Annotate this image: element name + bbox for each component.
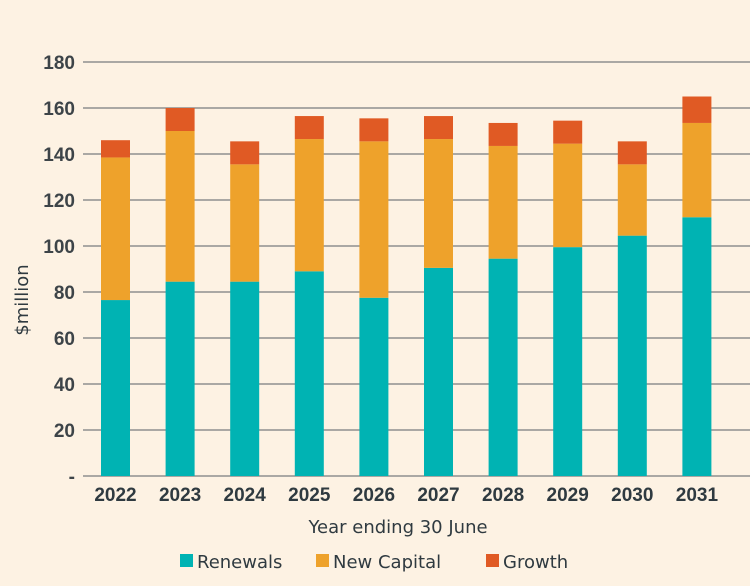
bar-growth-2026: [359, 118, 389, 142]
y-tick-label: 60: [54, 329, 75, 350]
bar-new-capital-2031: [682, 122, 712, 218]
bar-growth-2022: [101, 140, 130, 158]
bar-new-capital-2029: [553, 143, 583, 248]
bar-renewals-2028: [488, 258, 518, 476]
bar-growth-2024: [230, 141, 260, 165]
y-tick-label: 20: [54, 421, 75, 442]
bar-renewals-2030: [617, 235, 647, 476]
bar-growth-2030: [617, 141, 647, 165]
bar-growth-2023: [165, 108, 195, 131]
bar-renewals-2026: [359, 297, 389, 476]
y-tick-label: 180: [43, 53, 75, 74]
y-tick-label: 40: [54, 375, 75, 396]
bar-renewals-2029: [553, 247, 583, 476]
y-tick-label: 80: [54, 283, 75, 304]
y-axis-label: $million: [12, 264, 33, 335]
bar-new-capital-2025: [294, 139, 324, 272]
bar-new-capital-2026: [359, 141, 389, 298]
legend-label: Renewals: [197, 552, 282, 573]
bar-new-capital-2022: [101, 157, 130, 301]
bar-renewals-2031: [682, 217, 712, 476]
x-tick-label: 2025: [288, 485, 331, 506]
bar-growth-2029: [553, 120, 583, 144]
x-tick-label: 2029: [547, 485, 589, 506]
bar-new-capital-2027: [424, 139, 453, 268]
bar-renewals-2023: [165, 281, 195, 476]
y-tick-label: 120: [43, 191, 75, 212]
y-tick-label: 140: [43, 145, 75, 166]
legend-swatch: [180, 554, 193, 567]
bar-growth-2031: [682, 96, 712, 123]
legend-label: New Capital: [333, 552, 441, 573]
bar-growth-2028: [488, 122, 518, 146]
x-tick-label: 2026: [353, 485, 395, 506]
x-tick-label: 2024: [224, 485, 267, 506]
bar-renewals-2025: [294, 271, 324, 476]
bar-growth-2025: [294, 116, 324, 140]
y-tick-label: 160: [43, 99, 75, 120]
bar-new-capital-2023: [165, 131, 195, 282]
bar-new-capital-2030: [617, 164, 647, 236]
bar-renewals-2022: [101, 300, 130, 476]
x-axis-label: Year ending 30 June: [307, 517, 487, 538]
bar-new-capital-2028: [488, 145, 518, 259]
legend-label: Growth: [503, 552, 568, 573]
bar-new-capital-2024: [230, 164, 260, 282]
bar-growth-2027: [424, 116, 453, 140]
x-tick-label: 2023: [159, 485, 201, 506]
x-tick-label: 2022: [94, 485, 136, 506]
x-tick-label: 2030: [611, 485, 653, 506]
x-tick-label: 2031: [676, 485, 719, 506]
x-tick-label: 2027: [417, 485, 459, 506]
y-tick-label: -: [69, 467, 75, 488]
legend-swatch: [316, 554, 329, 567]
bar-renewals-2027: [424, 267, 453, 476]
x-tick-label: 2028: [482, 485, 524, 506]
y-tick-label: 100: [43, 237, 75, 258]
bar-renewals-2024: [230, 281, 260, 476]
legend-swatch: [486, 554, 499, 567]
